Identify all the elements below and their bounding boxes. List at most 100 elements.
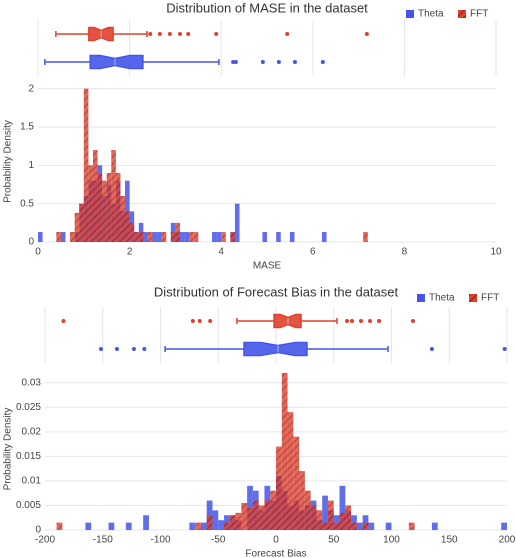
histogram-bar: [212, 232, 217, 242]
x-tick-label: 2: [127, 247, 133, 258]
histogram-bar: [74, 212, 80, 242]
histogram-bar: [200, 522, 207, 530]
histogram-bar: [170, 232, 176, 242]
x-tick-label: 4: [218, 247, 224, 258]
y-tick-label: 0: [28, 237, 34, 248]
histogram-bar: [38, 232, 43, 242]
histogram-bar: [281, 372, 288, 530]
outlier: [285, 32, 290, 36]
outlier: [177, 32, 182, 36]
box: [243, 341, 308, 357]
outlier: [114, 347, 119, 351]
histogram-bar: [125, 522, 132, 530]
outlier: [260, 60, 265, 64]
y-tick-label: 0.5: [20, 198, 34, 209]
histogram-bar: [56, 232, 61, 242]
histogram-bar: [134, 232, 139, 242]
outlier: [131, 347, 136, 351]
histogram-bar: [322, 522, 328, 530]
histogram-bar: [184, 232, 190, 242]
x-tick-label: 8: [402, 247, 408, 258]
histogram-bar: [264, 500, 271, 530]
histogram-bar: [218, 520, 225, 530]
histogram-bar: [339, 485, 346, 530]
histogram-bar: [157, 232, 162, 242]
outlier: [208, 319, 213, 323]
histogram-bar: [56, 522, 63, 530]
x-tick-label: 50: [328, 535, 340, 546]
histogram-bar: [293, 436, 300, 530]
histogram-bar: [316, 510, 323, 530]
outlier: [190, 319, 195, 323]
x-tick-label: -50: [211, 535, 226, 546]
y-tick-label: 0: [35, 525, 41, 536]
histogram-bar: [287, 412, 294, 530]
legend-swatch: [458, 10, 466, 18]
outlier: [502, 347, 507, 351]
histogram-bar: [70, 232, 75, 242]
histogram-bar: [221, 232, 226, 242]
legend-label: Theta: [418, 9, 444, 20]
x-tick-label: 6: [310, 247, 316, 258]
x-axis-label: MASE: [253, 261, 282, 272]
outlier: [377, 319, 382, 323]
histogram-bar: [216, 232, 222, 242]
outlier: [320, 60, 325, 64]
histogram-bar: [310, 505, 317, 530]
y-tick-label: 0.03: [22, 377, 42, 388]
histogram-bar: [345, 505, 352, 530]
legend-swatch: [406, 10, 414, 18]
histogram-bar: [501, 522, 507, 530]
y-tick-label: 0.025: [16, 402, 41, 413]
histogram-bar: [111, 150, 116, 242]
histogram-bar: [363, 232, 368, 242]
x-tick-label: -150: [93, 535, 113, 546]
histogram-bar: [97, 173, 103, 242]
outlier: [167, 32, 172, 36]
y-tick-label: 0.005: [16, 500, 41, 511]
histogram-bar: [321, 232, 327, 242]
histogram-bar: [147, 232, 153, 242]
outlier: [345, 319, 350, 323]
histogram-bar: [235, 512, 242, 530]
histogram-bar: [356, 522, 363, 530]
x-tick-label: 0: [35, 247, 41, 258]
histogram-bar: [143, 232, 148, 242]
histogram-bar: [189, 232, 194, 242]
histogram-bar: [289, 232, 295, 242]
histogram-bar: [339, 512, 346, 530]
histogram-bar: [276, 232, 281, 242]
histogram-bar: [102, 180, 107, 242]
outlier: [61, 319, 66, 323]
histogram-bar: [408, 522, 415, 530]
outlier: [292, 60, 297, 64]
legend-swatch: [469, 294, 477, 302]
y-tick-label: 0.015: [16, 451, 41, 462]
histogram-bar: [143, 515, 149, 530]
outlier: [186, 32, 191, 36]
histogram-bar: [258, 505, 265, 530]
histogram-bar: [195, 522, 201, 530]
histogram-bar: [88, 165, 93, 242]
histogram-bar: [229, 515, 236, 530]
histogram-bar: [262, 232, 267, 242]
x-tick-label: 10: [490, 247, 502, 258]
histogram-bar: [252, 500, 259, 530]
histogram-bar: [276, 446, 282, 530]
legend-label: Theta: [429, 293, 455, 304]
histogram-bar: [138, 232, 144, 242]
histogram-bar: [152, 232, 158, 242]
legend-label: FFT: [481, 293, 499, 304]
y-tick-label: 1: [28, 160, 34, 171]
outlier: [429, 347, 434, 351]
y-tick-label: 1.5: [20, 122, 34, 133]
histogram-bar: [241, 503, 248, 530]
y-axis-label: Probability Density: [3, 120, 14, 203]
histogram-bar: [129, 222, 135, 242]
histogram-bar: [247, 507, 253, 530]
histogram-bar: [189, 522, 196, 530]
outlier: [214, 32, 219, 36]
chart-title: Distribution of Forecast Bias in the dat…: [154, 284, 399, 299]
histogram-bar: [385, 522, 392, 530]
